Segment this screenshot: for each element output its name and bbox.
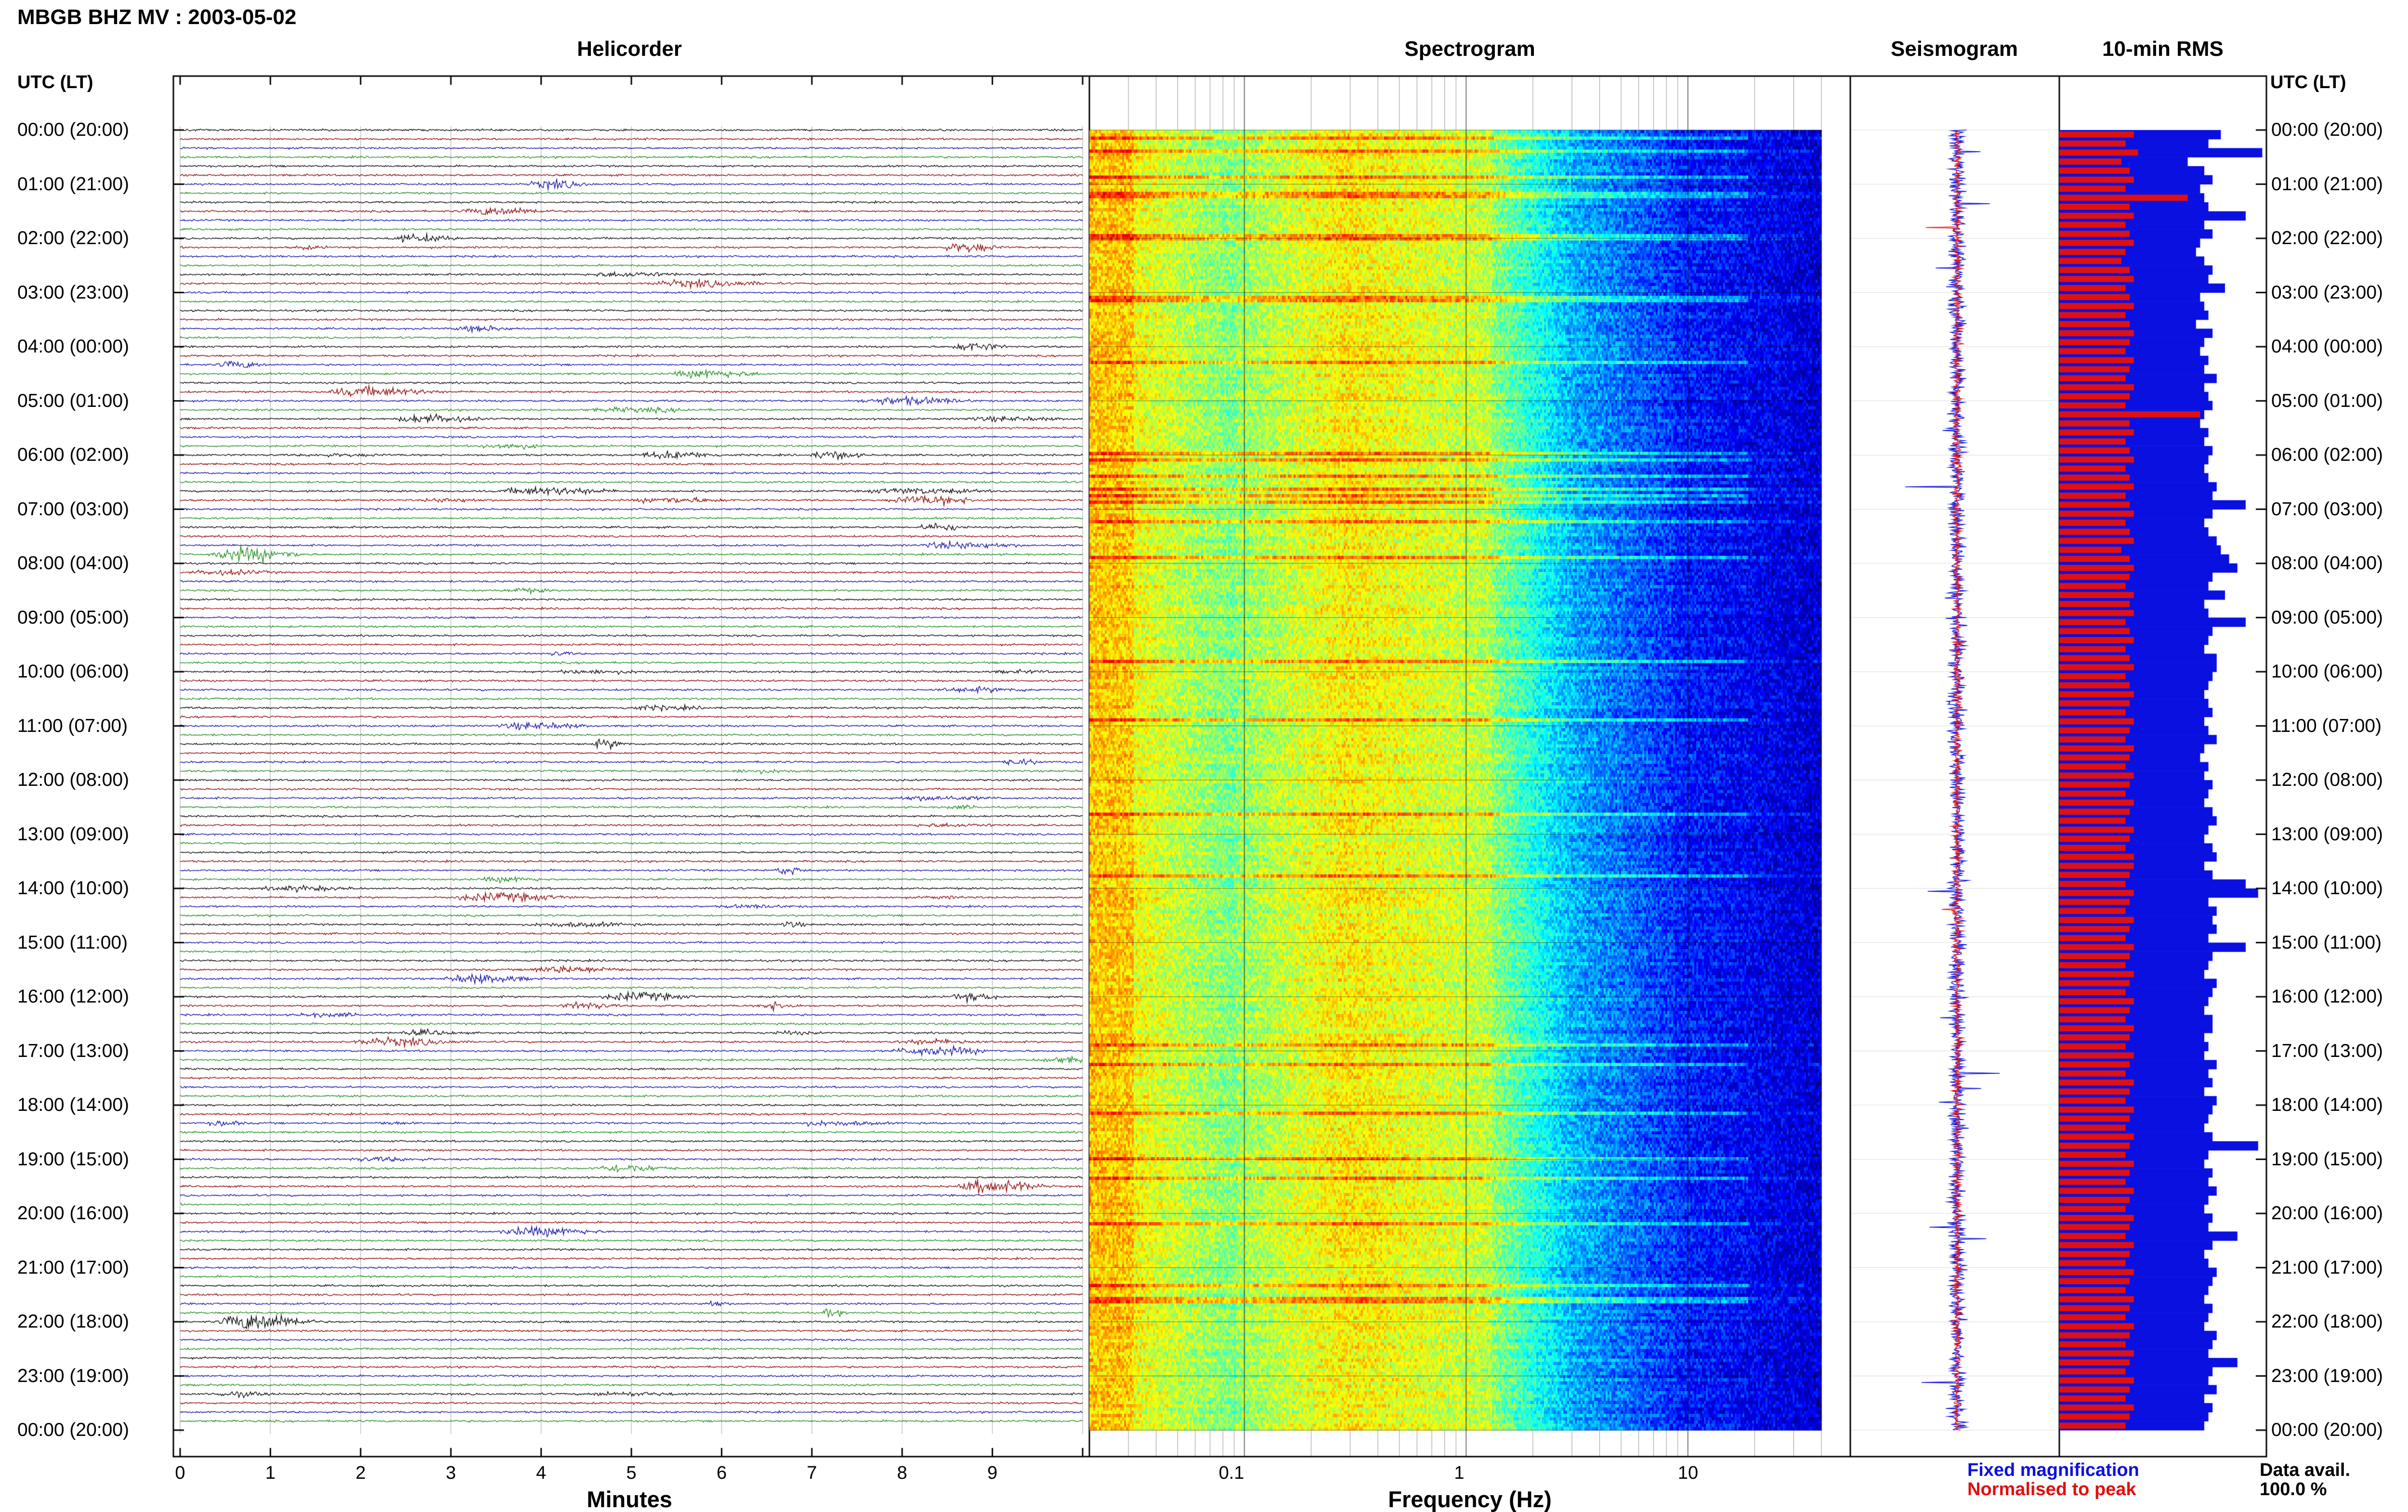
minute-tick-label: 5 xyxy=(626,1463,637,1483)
page-title: MBGB BHZ MV : 2003-05-02 xyxy=(17,5,297,29)
hour-label-right: 21:00 (17:00) xyxy=(2271,1257,2383,1278)
minute-tick-label: 7 xyxy=(807,1463,817,1483)
hour-label-right: 04:00 (00:00) xyxy=(2271,336,2383,357)
minute-tick-label: 4 xyxy=(536,1463,547,1483)
hour-label-left: 05:00 (01:00) xyxy=(17,390,130,411)
hour-label-right: 22:00 (18:00) xyxy=(2271,1311,2383,1332)
hour-label-left: 03:00 (23:00) xyxy=(17,282,130,303)
hour-label-right: 08:00 (04:00) xyxy=(2271,553,2383,574)
spectrogram-title: Spectrogram xyxy=(1404,37,1535,61)
hour-label-left: 14:00 (10:00) xyxy=(17,878,130,899)
helicorder-axis-title: Minutes xyxy=(587,1486,672,1512)
hour-label-right: 13:00 (09:00) xyxy=(2271,823,2383,845)
hour-label-right: 00:00 (20:00) xyxy=(2271,119,2383,140)
hour-label-right: 07:00 (03:00) xyxy=(2271,498,2383,520)
hour-label-left: 13:00 (09:00) xyxy=(17,823,130,845)
minute-tick-label: 8 xyxy=(897,1463,907,1483)
hour-label-left: 22:00 (18:00) xyxy=(17,1311,130,1332)
hour-label-right: 19:00 (15:00) xyxy=(2271,1148,2383,1170)
freq-tick-10: 10 xyxy=(1677,1463,1699,1483)
hour-label-right: 11:00 (07:00) xyxy=(2271,715,2382,736)
hour-label-right: 23:00 (19:00) xyxy=(2271,1365,2383,1386)
hour-label-right: 20:00 (16:00) xyxy=(2271,1203,2383,1224)
utc-header-right: UTC (LT) xyxy=(2270,72,2346,92)
hour-label-right: 18:00 (14:00) xyxy=(2271,1095,2383,1115)
freq-tick-1: 1 xyxy=(1454,1463,1465,1483)
hour-label-left: 04:00 (00:00) xyxy=(17,336,130,357)
rms-title: 10-min RMS xyxy=(2102,37,2224,61)
hour-label-right: 06:00 (02:00) xyxy=(2271,444,2383,465)
hour-label-right: 05:00 (01:00) xyxy=(2271,390,2383,411)
minute-tick-label: 0 xyxy=(175,1463,185,1483)
hour-label-left: 06:00 (02:00) xyxy=(17,444,130,465)
hour-label-left: 12:00 (08:00) xyxy=(17,769,130,790)
freq-tick-0-1: 0.1 xyxy=(1218,1463,1244,1483)
hour-label-right: 03:00 (23:00) xyxy=(2271,282,2383,303)
hour-label-left: 00:00 (20:00) xyxy=(17,1420,130,1440)
hour-label-left: 10:00 (06:00) xyxy=(17,661,130,682)
legend-normalised-to-peak: Normalised to peak xyxy=(1967,1479,2136,1499)
hour-label-right: 16:00 (12:00) xyxy=(2271,986,2383,1007)
hour-label-left: 23:00 (19:00) xyxy=(17,1365,130,1386)
hour-label-right: 02:00 (22:00) xyxy=(2271,228,2383,248)
hour-label-left: 07:00 (03:00) xyxy=(17,498,130,520)
hour-label-left: 02:00 (22:00) xyxy=(17,228,130,248)
hour-label-left: 08:00 (04:00) xyxy=(17,553,130,574)
hour-label-right: 15:00 (11:00) xyxy=(2271,932,2382,953)
hour-label-left: 09:00 (05:00) xyxy=(17,607,130,628)
hour-label-left: 20:00 (16:00) xyxy=(17,1203,130,1224)
hour-label-left: 15:00 (11:00) xyxy=(17,932,128,953)
helicorder-title: Helicorder xyxy=(577,37,682,61)
hour-label-left: 17:00 (13:00) xyxy=(17,1040,130,1061)
legend-fixed-magnification: Fixed magnification xyxy=(1967,1460,2139,1480)
hour-label-left: 18:00 (14:00) xyxy=(17,1095,130,1115)
hour-label-left: 01:00 (21:00) xyxy=(17,173,130,195)
hour-label-right: 10:00 (06:00) xyxy=(2271,661,2383,682)
spectrogram-axis-title: Frequency (Hz) xyxy=(1388,1486,1552,1512)
hour-label-right: 17:00 (13:00) xyxy=(2271,1040,2383,1061)
hour-label-right: 12:00 (08:00) xyxy=(2271,769,2383,790)
hour-label-right: 14:00 (10:00) xyxy=(2271,878,2383,899)
minute-tick-label: 1 xyxy=(265,1463,275,1483)
hour-label-left: 11:00 (07:00) xyxy=(17,715,128,736)
seismogram-title: Seismogram xyxy=(1890,37,2018,61)
hour-label-right: 09:00 (05:00) xyxy=(2271,607,2383,628)
hour-label-left: 00:00 (20:00) xyxy=(17,119,130,140)
hour-label-left: 19:00 (15:00) xyxy=(17,1148,130,1170)
hour-label-left: 16:00 (12:00) xyxy=(17,986,130,1007)
data-availability-value: 100.0 % xyxy=(2260,1479,2327,1499)
hour-label-right: 01:00 (21:00) xyxy=(2271,173,2383,195)
minute-tick-label: 9 xyxy=(987,1463,998,1483)
data-availability-label: Data avail. xyxy=(2260,1460,2350,1480)
minute-tick-label: 3 xyxy=(445,1463,456,1483)
hour-label-right: 00:00 (20:00) xyxy=(2271,1420,2383,1440)
minute-tick-label: 2 xyxy=(355,1463,366,1483)
hour-label-left: 21:00 (17:00) xyxy=(17,1257,130,1278)
minute-tick-label: 6 xyxy=(716,1463,727,1483)
utc-header-left: UTC (LT) xyxy=(17,72,93,92)
